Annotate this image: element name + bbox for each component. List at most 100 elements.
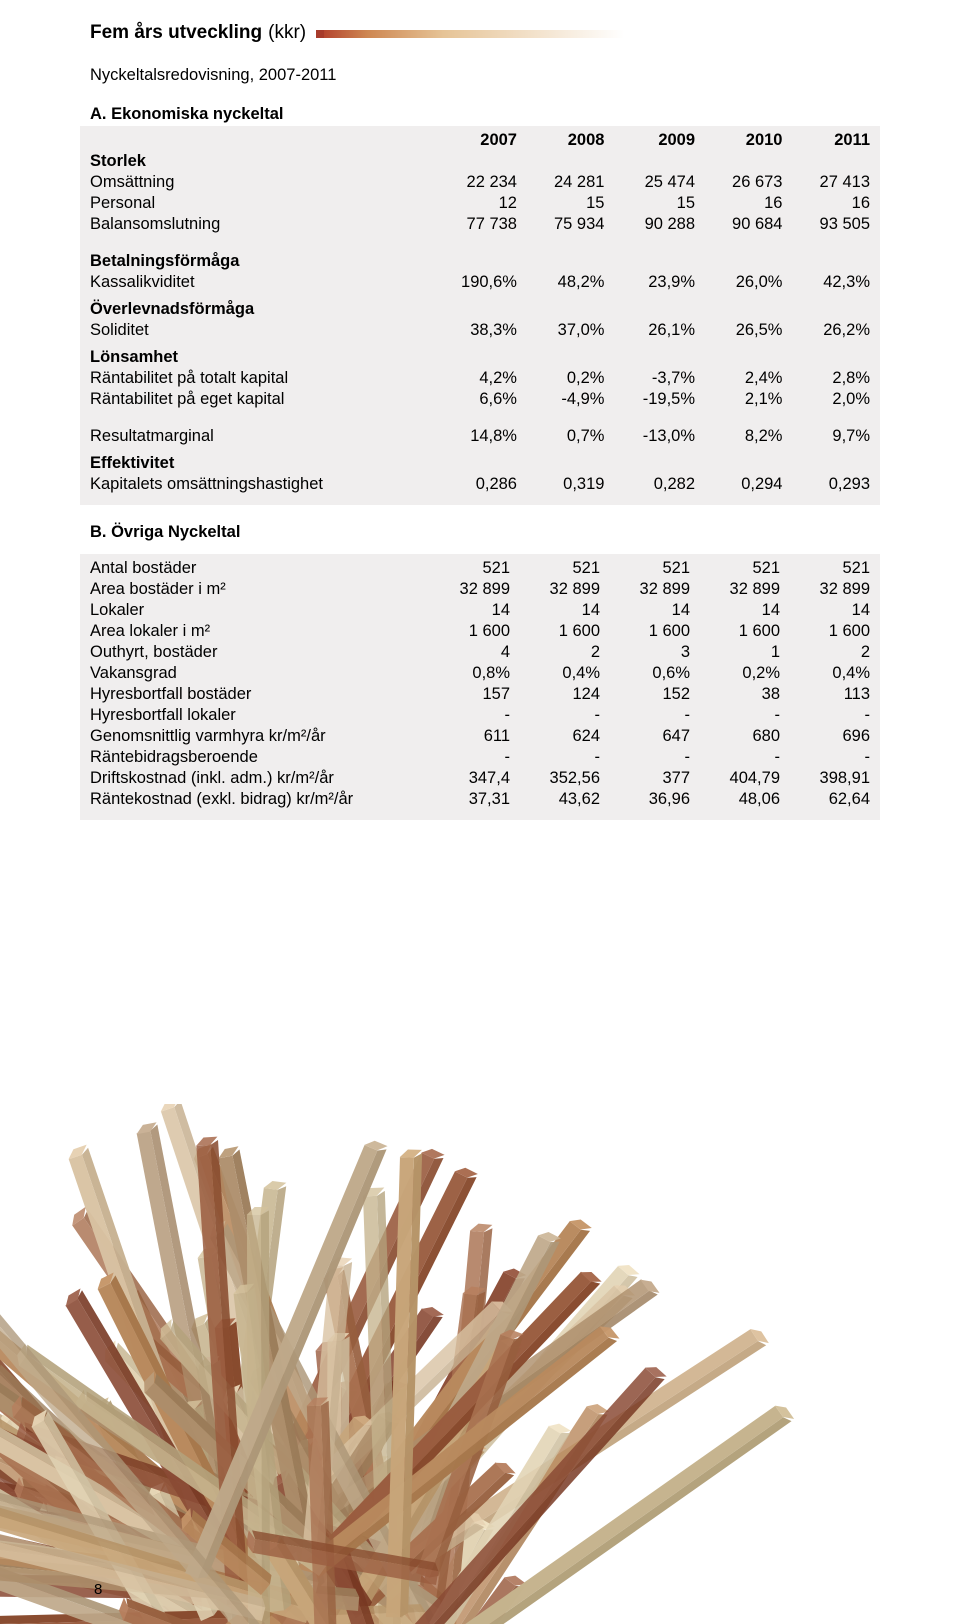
- cell-value: 14: [690, 600, 780, 621]
- cell-value: 624: [510, 726, 600, 747]
- row-label: Vakansgrad: [90, 663, 420, 684]
- cell-value: 521: [600, 558, 690, 579]
- cell-value: 680: [690, 726, 780, 747]
- cell-value: 2,4%: [695, 368, 782, 389]
- table-row: Kassalikviditet190,6%48,2%23,9%26,0%42,3…: [90, 272, 870, 293]
- cell-value: 93 505: [782, 214, 870, 235]
- cell-value: -: [600, 747, 690, 768]
- section-a-block: 20072008200920102011StorlekOmsättning22 …: [80, 126, 880, 505]
- cell-value: 521: [420, 558, 510, 579]
- table-row: Räntabilitet på eget kapital6,6%-4,9%-19…: [90, 389, 870, 410]
- subtitle: Nyckeltalsredovisning, 2007-2011: [90, 66, 870, 85]
- cell-value: 32 899: [600, 579, 690, 600]
- cell-value: 2: [780, 642, 870, 663]
- cell-value: 1 600: [780, 621, 870, 642]
- cell-value: 32 899: [690, 579, 780, 600]
- cell-value: 15: [517, 193, 604, 214]
- cell-value: 347,4: [420, 768, 510, 789]
- row-label: Balansomslutning: [90, 214, 420, 235]
- row-label: Genomsnittlig varmhyra kr/m²/år: [90, 726, 420, 747]
- row-label: Area lokaler i m²: [90, 621, 420, 642]
- table-b: Antal bostäder521521521521521Area bostäd…: [90, 558, 870, 810]
- table-row: Outhyrt, bostäder42312: [90, 642, 870, 663]
- cell-value: -4,9%: [517, 389, 604, 410]
- table-header-row: 20072008200920102011: [90, 130, 870, 151]
- row-label: Hyresbortfall bostäder: [90, 684, 420, 705]
- cell-value: 36,96: [600, 789, 690, 810]
- cell-value: 152: [600, 684, 690, 705]
- cell-value: 0,8%: [420, 663, 510, 684]
- row-label: Resultatmarginal: [90, 426, 420, 447]
- page-content: Fem års utveckling (kkr) Nyckeltalsredov…: [90, 22, 870, 820]
- cell-value: 2,1%: [695, 389, 782, 410]
- cell-value: 12: [420, 193, 517, 214]
- cell-value: 6,6%: [420, 389, 517, 410]
- cell-value: 1: [690, 642, 780, 663]
- cell-value: 26,0%: [695, 272, 782, 293]
- cell-value: 22 234: [420, 172, 517, 193]
- cell-value: 14: [510, 600, 600, 621]
- cell-value: 377: [600, 768, 690, 789]
- cell-value: -: [420, 705, 510, 726]
- page-number: 8: [94, 1581, 102, 1598]
- cell-value: -: [690, 705, 780, 726]
- cell-value: 0,4%: [510, 663, 600, 684]
- cell-value: 15: [604, 193, 695, 214]
- row-label: Omsättning: [90, 172, 420, 193]
- table-row: Driftskostnad (inkl. adm.) kr/m²/år347,4…: [90, 768, 870, 789]
- cell-value: 0,282: [604, 474, 695, 495]
- row-label: Räntabilitet på eget kapital: [90, 389, 420, 410]
- cell-value: 32 899: [420, 579, 510, 600]
- row-label: Hyresbortfall lokaler: [90, 705, 420, 726]
- cell-value: 90 684: [695, 214, 782, 235]
- table-row: Resultatmarginal14,8%0,7%-13,0%8,2%9,7%: [90, 426, 870, 447]
- section-a-heading: A. Ekonomiska nyckeltal: [90, 105, 870, 124]
- cell-value: 32 899: [510, 579, 600, 600]
- table-row: Genomsnittlig varmhyra kr/m²/år611624647…: [90, 726, 870, 747]
- group-label: Effektivitet: [90, 453, 870, 474]
- cell-value: 32 899: [780, 579, 870, 600]
- cell-value: 14: [420, 600, 510, 621]
- cell-value: 0,2%: [690, 663, 780, 684]
- page-title-bold: Fem års utveckling: [90, 22, 262, 44]
- cell-value: 27 413: [782, 172, 870, 193]
- table-row: Räntekostnad (exkl. bidrag) kr/m²/år37,3…: [90, 789, 870, 810]
- cell-value: -13,0%: [604, 426, 695, 447]
- table-a: 20072008200920102011StorlekOmsättning22 …: [90, 130, 870, 495]
- row-label: Antal bostäder: [90, 558, 420, 579]
- cell-value: 2,0%: [782, 389, 870, 410]
- title-row: Fem års utveckling (kkr): [90, 22, 870, 44]
- section-b-block: Antal bostäder521521521521521Area bostäd…: [80, 554, 880, 820]
- cell-value: 37,31: [420, 789, 510, 810]
- row-label: Räntabilitet på totalt kapital: [90, 368, 420, 389]
- cell-value: 1 600: [690, 621, 780, 642]
- page-title-thin: (kkr): [268, 22, 306, 44]
- cell-value: 8,2%: [695, 426, 782, 447]
- cell-value: -: [780, 747, 870, 768]
- cell-value: 9,7%: [782, 426, 870, 447]
- cell-value: 24 281: [517, 172, 604, 193]
- title-gradient-bar: [324, 30, 870, 38]
- cell-value: 0,2%: [517, 368, 604, 389]
- table-row: Lokaler1414141414: [90, 600, 870, 621]
- table-row: Hyresbortfall lokaler-----: [90, 705, 870, 726]
- cell-value: 90 288: [604, 214, 695, 235]
- cell-value: -: [420, 747, 510, 768]
- cell-value: 4: [420, 642, 510, 663]
- table-row: Vakansgrad0,8%0,4%0,6%0,2%0,4%: [90, 663, 870, 684]
- title-square-icon: [316, 30, 324, 38]
- year-header: 2010: [695, 130, 782, 151]
- cell-value: 0,4%: [780, 663, 870, 684]
- table-row: Omsättning22 23424 28125 47426 67327 413: [90, 172, 870, 193]
- cell-value: 14,8%: [420, 426, 517, 447]
- cell-value: 14: [600, 600, 690, 621]
- cell-value: -: [510, 705, 600, 726]
- row-label: Kassalikviditet: [90, 272, 420, 293]
- table-row: Area bostäder i m²32 89932 89932 89932 8…: [90, 579, 870, 600]
- cell-value: 14: [780, 600, 870, 621]
- cell-value: 1 600: [600, 621, 690, 642]
- table-row: Soliditet38,3%37,0%26,1%26,5%26,2%: [90, 320, 870, 341]
- cell-value: 43,62: [510, 789, 600, 810]
- cell-value: -: [690, 747, 780, 768]
- table-row: Area lokaler i m²1 6001 6001 6001 6001 6…: [90, 621, 870, 642]
